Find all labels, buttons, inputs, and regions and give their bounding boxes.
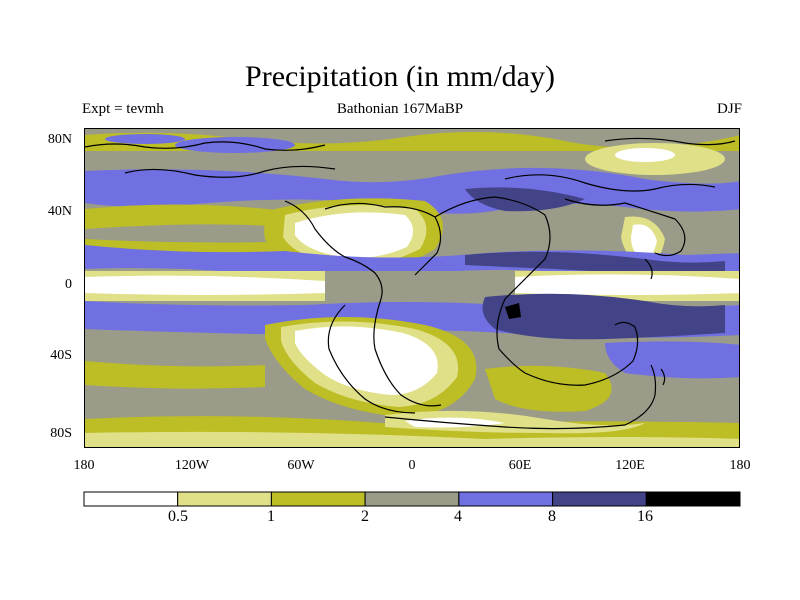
precip-patch	[295, 326, 438, 395]
colorbar-swatch	[458, 491, 554, 507]
colorbar-swatch	[270, 491, 366, 507]
colorbar-swatch	[177, 491, 272, 507]
lat-label: 80S	[50, 426, 72, 441]
lon-label: 120E	[615, 458, 645, 473]
precip-band	[85, 204, 285, 229]
coastline	[284, 200, 383, 300]
lat-label: 40S	[50, 348, 72, 363]
precip-band	[85, 129, 739, 148]
colorbar-swatch	[83, 491, 179, 507]
precip-patch	[605, 341, 739, 379]
lon-label: 0	[408, 458, 416, 473]
coastline	[604, 137, 736, 146]
colorbar-swatch	[364, 491, 460, 507]
lon-label: 60W	[287, 458, 315, 473]
lon-label: 180	[73, 458, 95, 473]
coastline	[660, 368, 666, 386]
lat-label: 0	[65, 277, 72, 292]
lon-label: 60E	[508, 458, 532, 473]
colorbar-swatch	[552, 491, 647, 507]
lat-label: 40N	[47, 204, 72, 219]
precip-patch	[485, 365, 612, 412]
coastline	[124, 165, 336, 178]
lat-label: 80N	[47, 132, 72, 147]
colorbar-label: 4	[454, 508, 462, 525]
precip-band	[85, 361, 265, 389]
period-label: Bathonian 167MaBP	[336, 101, 464, 117]
coastline	[327, 304, 416, 414]
precip-patch	[105, 134, 185, 144]
coastline	[504, 174, 716, 192]
colorbar-label: 8	[548, 508, 556, 525]
coastline	[524, 321, 639, 386]
colorbar-label: 0.5	[168, 508, 188, 525]
map-canvas	[85, 129, 739, 447]
precip-patch	[465, 187, 585, 212]
precipitation-map	[84, 128, 740, 448]
precip-band	[515, 274, 739, 295]
precip-patch	[631, 224, 657, 259]
precip-band	[465, 251, 725, 273]
lon-label: 180	[729, 458, 751, 473]
precip-patch	[295, 212, 414, 258]
colorbar-label: 16	[637, 508, 653, 525]
coastline	[85, 141, 326, 151]
lon-label: 120W	[174, 458, 210, 473]
coastline	[564, 198, 686, 257]
coastline	[373, 298, 442, 407]
precip-band	[85, 275, 325, 295]
precip-patch	[615, 148, 675, 162]
precip-band	[85, 431, 739, 447]
precip-band	[85, 335, 255, 364]
precip-patch	[482, 293, 725, 340]
colorbar	[83, 491, 741, 507]
precip-max-patch	[505, 303, 521, 319]
colorbar-label: 1	[267, 508, 275, 525]
experiment-label: Expt = tevmh	[82, 101, 164, 117]
coastline	[434, 196, 551, 374]
coastlines	[85, 137, 736, 430]
season-label: DJF	[716, 101, 742, 117]
coastline	[384, 364, 657, 430]
coastline	[644, 258, 653, 280]
plot-title: Precipitation (in mm/day)	[245, 60, 555, 93]
colorbar-label: 2	[361, 508, 369, 525]
precip-band	[325, 271, 515, 301]
colorbar-swatch	[645, 491, 741, 507]
